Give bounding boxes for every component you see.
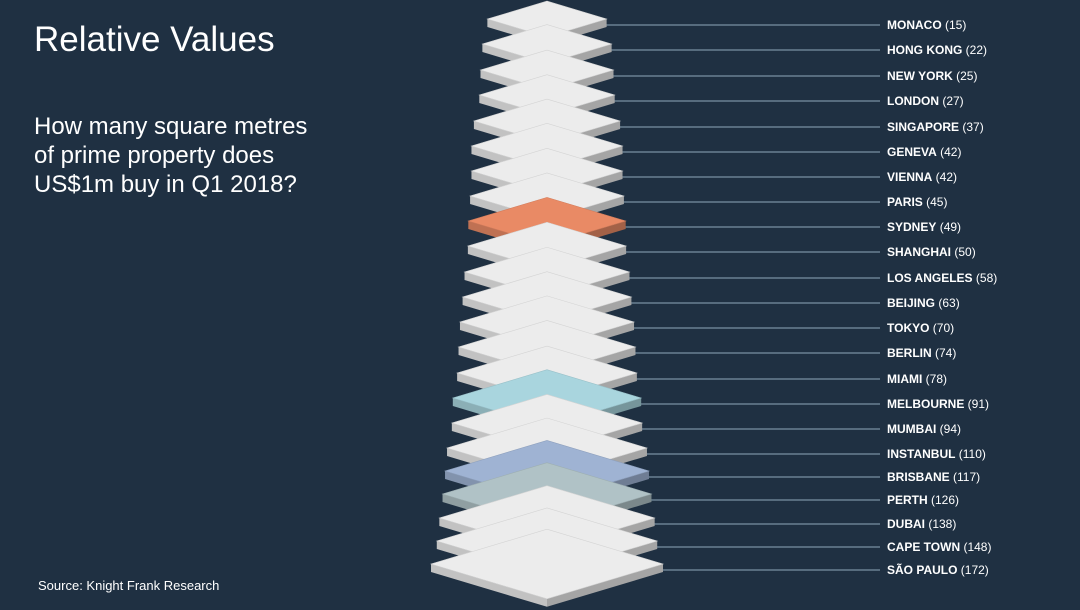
city-value: (148) [960, 540, 991, 554]
city-name: CAPE TOWN [887, 540, 960, 554]
city-label: BERLIN (74) [887, 346, 956, 360]
city-label: LONDON (27) [887, 94, 964, 108]
city-label: SINGAPORE (37) [887, 120, 984, 134]
slab-top-face [429, 528, 665, 600]
city-value: (74) [932, 346, 957, 360]
city-name: HONG KONG [887, 43, 962, 57]
city-name: MONACO [887, 18, 942, 32]
city-value: (63) [935, 296, 960, 310]
city-value: (138) [925, 517, 956, 531]
page-title: Relative Values [34, 20, 275, 59]
label-group: MONACO (15) HONG KONG (22) NEW YORK (25) LO… [887, 18, 997, 577]
leader-line-group [579, 24, 880, 571]
source-note: Source: Knight Frank Research [38, 578, 220, 593]
chart-subtitle: How many square metres of prime property… [34, 112, 394, 199]
city-value: (126) [928, 493, 959, 507]
city-name: SHANGHAI [887, 245, 951, 259]
city-name: MUMBAI [887, 422, 936, 436]
city-name: BRISBANE [887, 470, 950, 484]
city-value: (25) [953, 69, 978, 83]
city-label: TOKYO (70) [887, 321, 954, 335]
city-label: PERTH (126) [887, 493, 959, 507]
city-value: (110) [955, 447, 985, 461]
city-value: (15) [942, 18, 967, 32]
city-value: (42) [937, 145, 962, 159]
city-name: NEW YORK [887, 69, 953, 83]
city-name: PARIS [887, 195, 923, 209]
city-value: (94) [936, 422, 961, 436]
city-name: MELBOURNE [887, 397, 964, 411]
city-label: GENEVA (42) [887, 145, 961, 159]
city-label: VIENNA (42) [887, 170, 957, 184]
city-name: SYDNEY [887, 220, 936, 234]
city-name: VIENNA [887, 170, 933, 184]
city-value: (22) [962, 43, 987, 57]
city-label: BRISBANE (117) [887, 470, 980, 484]
city-value: (172) [957, 563, 988, 577]
city-label: BEIJING (63) [887, 296, 960, 310]
city-label: HONG KONG (22) [887, 43, 987, 57]
city-value: (58) [973, 271, 998, 285]
city-label: SÃO PAULO (172) [887, 562, 989, 577]
city-name: BERLIN [887, 346, 932, 360]
city-name: LONDON [887, 94, 939, 108]
slab-right-face [547, 564, 663, 607]
city-name: DUBAI [887, 517, 925, 531]
city-value: (42) [932, 170, 957, 184]
city-value: (49) [936, 220, 961, 234]
city-name: PERTH [887, 493, 928, 507]
city-value: (91) [964, 397, 989, 411]
city-name: SÃO PAULO [887, 562, 957, 577]
city-label: CAPE TOWN (148) [887, 540, 991, 554]
city-value: (37) [959, 120, 984, 134]
city-value: (78) [922, 372, 947, 386]
city-label: INSTANBUL (110) [887, 447, 986, 461]
slab-left-face [431, 564, 547, 607]
city-label: PARIS (45) [887, 195, 947, 209]
subtitle-line-1: How many square metres [34, 113, 308, 140]
city-value: (27) [939, 94, 964, 108]
city-label: LOS ANGELES (58) [887, 271, 997, 285]
city-label: NEW YORK (25) [887, 69, 977, 83]
city-label: MONACO (15) [887, 18, 966, 32]
city-name: INSTANBUL [887, 447, 955, 461]
city-label: MUMBAI (94) [887, 422, 961, 436]
city-value: (117) [950, 470, 980, 484]
subtitle-line-2: of prime property does [34, 142, 275, 169]
city-name: TOKYO [887, 321, 929, 335]
city-label: SHANGHAI (50) [887, 245, 976, 259]
city-name: MIAMI [887, 372, 922, 386]
city-label: DUBAI (138) [887, 517, 956, 531]
city-value: (45) [923, 195, 948, 209]
city-name: BEIJING [887, 296, 935, 310]
city-name: SINGAPORE [887, 120, 959, 134]
slab-group [429, 0, 665, 607]
city-label: MELBOURNE (91) [887, 397, 989, 411]
city-value: (50) [951, 245, 976, 259]
slab-s-o-paulo [429, 528, 665, 607]
city-name: LOS ANGELES [887, 271, 973, 285]
city-value: (70) [929, 321, 954, 335]
city-label: MIAMI (78) [887, 372, 947, 386]
city-name: GENEVA [887, 145, 937, 159]
subtitle-line-3: US$1m buy in Q1 2018? [34, 171, 297, 198]
city-label: SYDNEY (49) [887, 220, 961, 234]
